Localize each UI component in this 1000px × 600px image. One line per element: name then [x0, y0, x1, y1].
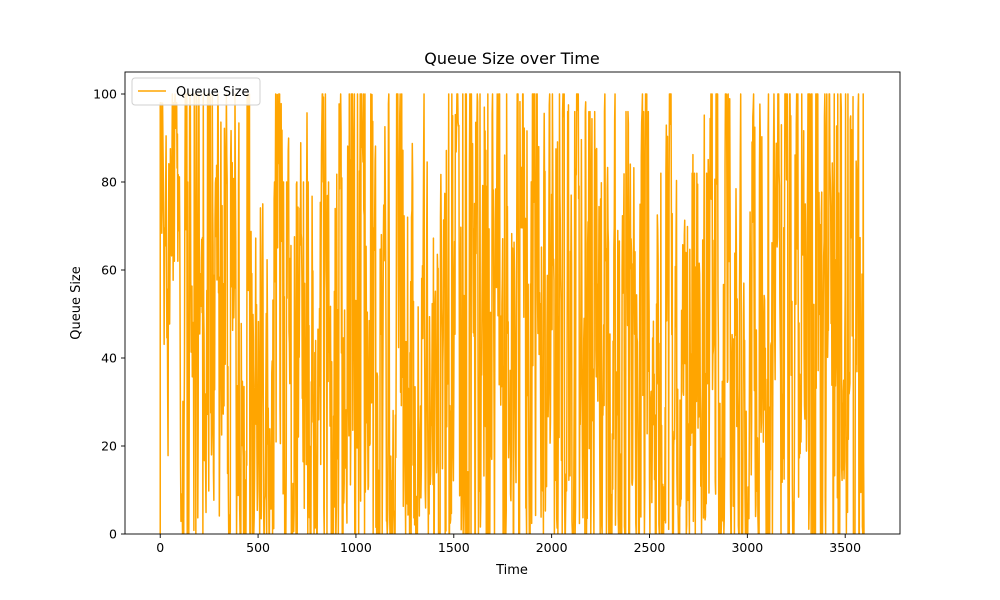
y-tick-label: 80	[101, 175, 117, 190]
x-tick-label: 2500	[634, 540, 666, 555]
y-tick-label: 60	[101, 263, 117, 278]
x-tick-label: 1000	[340, 540, 372, 555]
y-tick-label: 20	[101, 439, 117, 454]
plot-frame	[124, 71, 901, 535]
x-axis-label: Time	[495, 563, 528, 578]
x-axis: 0 500 1000 1500 2000 2500 3000 3500	[156, 534, 861, 555]
legend-label-queue-size: Queue Size	[176, 85, 250, 100]
x-tick-label: 0	[156, 540, 164, 555]
x-tick-label: 500	[246, 540, 270, 555]
x-tick-label: 3000	[731, 540, 763, 555]
y-tick-label: 100	[93, 87, 117, 102]
y-axis-label: Queue Size	[69, 266, 84, 340]
y-axis: 0 20 40 60 80 100	[93, 87, 125, 542]
y-tick-label: 0	[109, 527, 117, 542]
x-tick-label: 2000	[536, 540, 568, 555]
plot-area	[124, 71, 901, 535]
y-tick-label: 40	[101, 351, 117, 366]
series-line-queue-size	[159, 93, 865, 534]
x-tick-label: 1500	[438, 540, 470, 555]
legend: Queue Size	[131, 77, 261, 106]
legend-box	[131, 77, 261, 106]
chart-title: Queue Size over Time	[424, 49, 600, 68]
x-tick-label: 3500	[829, 540, 861, 555]
